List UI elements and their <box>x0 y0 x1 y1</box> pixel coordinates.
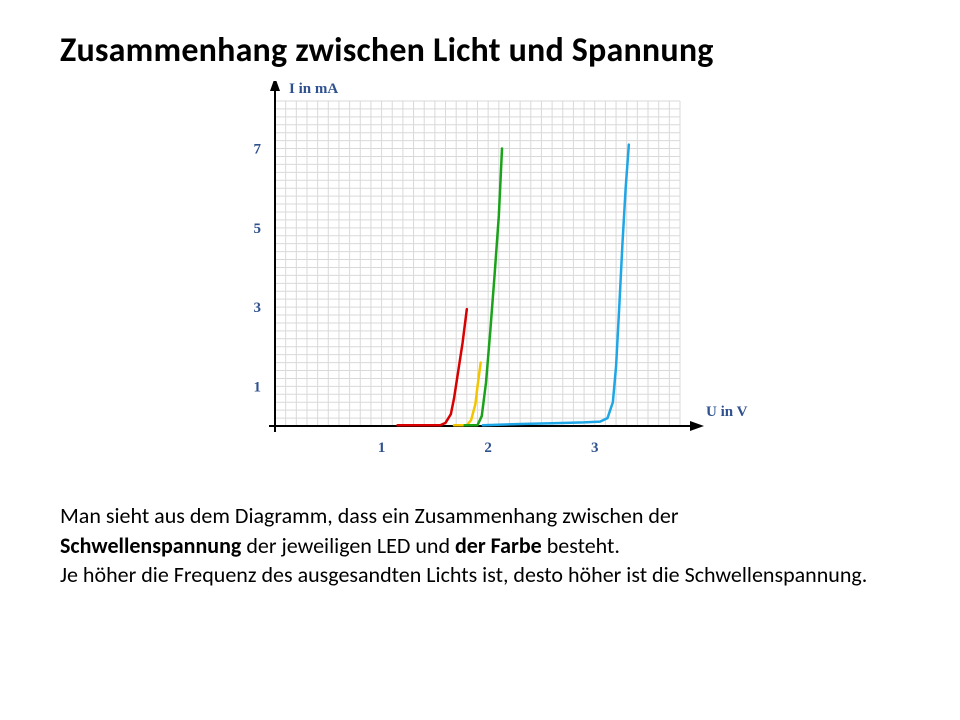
svg-text:1: 1 <box>254 379 262 395</box>
caption-part: besteht. <box>547 532 620 559</box>
svg-text:5: 5 <box>254 221 262 237</box>
svg-text:3: 3 <box>591 440 599 456</box>
caption-part: Je höher die Frequenz des ausgesandten L… <box>60 561 867 588</box>
caption-bold-color: der Farbe <box>455 532 542 559</box>
svg-text:3: 3 <box>254 300 262 316</box>
page-title: Zusammenhang zwischen Licht und Spannung <box>60 30 900 71</box>
svg-text:I in mA: I in mA <box>289 81 338 97</box>
svg-text:7: 7 <box>254 142 262 158</box>
led-iv-chart: 1 2 3 1 3 5 7 I in mA U in V <box>210 81 750 481</box>
caption-bold-threshold: Schwellenspannung <box>60 532 241 559</box>
caption-text: Man sieht aus dem Diagramm, dass ein Zus… <box>60 501 900 590</box>
caption-part: Man sieht aus dem Diagramm, dass ein Zus… <box>60 502 679 529</box>
svg-text:2: 2 <box>484 440 492 456</box>
svg-text:U in V: U in V <box>706 404 748 420</box>
svg-text:1: 1 <box>378 440 386 456</box>
caption-part: der jeweiligen LED und <box>246 532 455 559</box>
